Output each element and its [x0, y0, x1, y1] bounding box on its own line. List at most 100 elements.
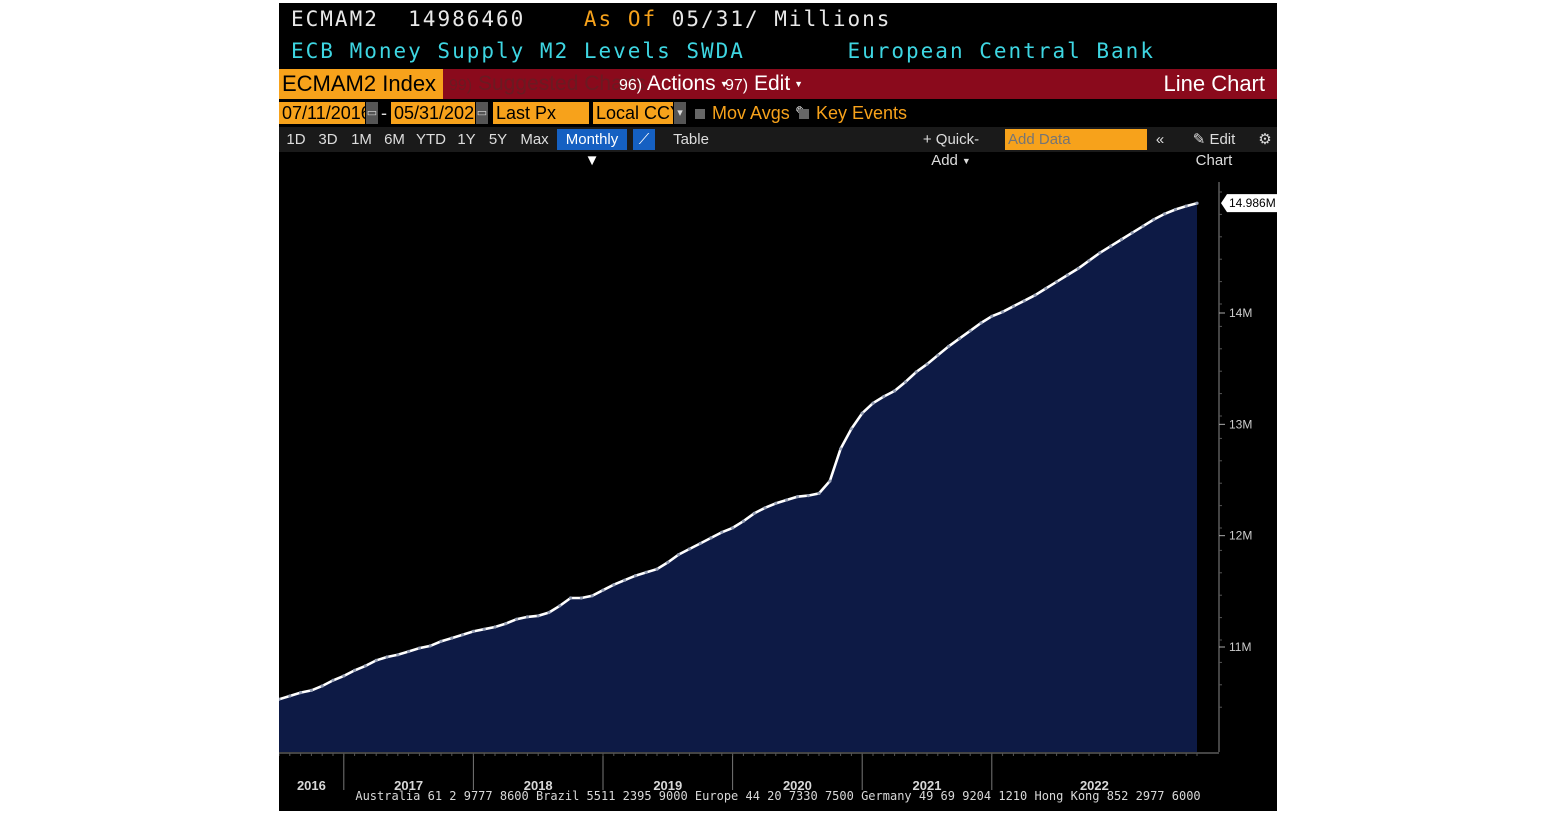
range-1y[interactable]: 1Y [457, 131, 476, 148]
data-point [536, 614, 540, 618]
data-point [882, 394, 886, 399]
calendar-icon[interactable]: ▭ [366, 102, 378, 124]
dropdown-arrow-icon[interactable]: ▾ [674, 102, 686, 124]
data-point [1152, 217, 1156, 222]
range-5y[interactable]: 5Y [488, 131, 508, 148]
data-point [1109, 244, 1113, 248]
data-point [396, 653, 400, 657]
table-button[interactable]: Table [673, 131, 709, 148]
data-point [471, 629, 475, 634]
actions-menu[interactable]: 96) Actions ▼ [619, 72, 729, 95]
caret-down-icon: ▼ [719, 79, 729, 90]
data-point [1173, 207, 1177, 212]
range-6m[interactable]: 6M [384, 131, 405, 148]
frequency-select[interactable]: Monthly ▼ [557, 129, 627, 169]
data-point [893, 389, 897, 393]
range-ytd[interactable]: YTD [416, 131, 446, 148]
data-point [709, 536, 713, 540]
as-of-label: As Of [583, 7, 658, 31]
data-point [407, 649, 411, 654]
data-point [687, 547, 691, 551]
data-point [936, 353, 940, 357]
end-date-field[interactable]: 05/31/2022 [391, 102, 484, 124]
security-input[interactable]: ECMAM2 Index [279, 69, 443, 99]
data-point [579, 596, 583, 600]
data-point [1065, 273, 1069, 277]
data-point [795, 495, 800, 499]
data-point [450, 636, 454, 640]
data-point [731, 526, 735, 530]
data-point [925, 362, 929, 366]
last-value-callout [1221, 194, 1277, 213]
x-tick-label: 2020 [783, 778, 812, 793]
date-separator: - [381, 103, 387, 123]
data-point [1195, 201, 1199, 205]
data-point [839, 447, 843, 451]
data-point [871, 401, 875, 405]
data-point [353, 668, 357, 673]
data-point [547, 610, 551, 615]
checkbox-icon [799, 109, 809, 120]
range-3d[interactable]: 3D [318, 131, 338, 148]
data-point [569, 596, 573, 600]
data-point [279, 697, 281, 701]
price-field-select[interactable]: Last Px [493, 102, 589, 124]
series-area [279, 203, 1197, 752]
data-point [1098, 251, 1102, 255]
range-1d[interactable]: 1D [286, 131, 306, 148]
x-tick-label: 2019 [653, 778, 682, 793]
last-value: 14986460 [408, 7, 526, 31]
collapse-icon[interactable]: « [1155, 131, 1165, 148]
data-point [1130, 231, 1134, 235]
x-tick-label: 2021 [913, 778, 942, 793]
data-point [417, 646, 421, 650]
data-point [601, 588, 605, 592]
data-point [741, 519, 745, 523]
data-point [990, 314, 994, 318]
description-header: ECB Money Supply M2 Levels SWDA European… [291, 39, 1155, 69]
settings-bar: 07/11/2016 ▭ - 05/31/2022 ▭ Last Px Loca… [279, 100, 1277, 126]
data-point [774, 501, 778, 505]
start-date-field[interactable]: 07/11/2016 [279, 102, 371, 124]
as-of-date: 05/31/ [671, 7, 760, 31]
data-point [525, 615, 529, 619]
data-point [828, 479, 832, 483]
x-axis-background [279, 752, 1277, 811]
data-point [299, 691, 303, 695]
data-point [1087, 259, 1091, 263]
edit-chart-button[interactable]: ✎ Edit Chart [1192, 131, 1236, 169]
last-value-label: 14.986M [1229, 196, 1276, 210]
data-point [1119, 237, 1123, 242]
data-point [623, 578, 627, 582]
data-point [979, 321, 983, 325]
ticker-code: ECMAM2 [291, 7, 379, 31]
add-data-input[interactable] [1005, 129, 1147, 150]
y-tick-label: 12M [1229, 529, 1252, 543]
gear-icon[interactable]: ⚙ [1258, 131, 1272, 148]
data-point [320, 684, 324, 688]
suggested-charts-button[interactable]: 99) Suggested Charts [449, 72, 647, 95]
chart-svg: 11M 12M 13M 14M 14.986M 2016 2017 2018 2019 2020 2… [279, 182, 1277, 811]
calendar-icon[interactable]: ▭ [476, 102, 488, 124]
triangle-down-icon: ▼ [584, 152, 600, 169]
range-1m[interactable]: 1M [351, 131, 372, 148]
x-tick-label: 2016 [297, 778, 326, 793]
y-tick-label: 13M [1229, 417, 1252, 431]
currency-select[interactable]: Local CCY [593, 102, 682, 124]
edit-menu[interactable]: 97) Edit ▼ [725, 72, 804, 95]
line-chart-icon[interactable]: ⟋ [633, 129, 655, 150]
key-events-toggle[interactable]: Key Events [799, 102, 907, 124]
data-point [288, 694, 292, 698]
data-point [763, 506, 767, 510]
x-tick-label: 2022 [1080, 778, 1109, 793]
data-point [1022, 299, 1026, 303]
quick-add-menu[interactable]: + Quick-Add ▼ [922, 131, 980, 169]
data-point [385, 655, 389, 659]
footer-contacts: Australia 61 2 9777 8600 Brazil 5511 239… [355, 789, 1201, 803]
data-point [515, 617, 519, 621]
data-point [677, 553, 681, 557]
data-point [860, 411, 864, 415]
data-point [720, 530, 724, 534]
range-max[interactable]: Max [520, 131, 549, 148]
data-point [644, 570, 648, 575]
